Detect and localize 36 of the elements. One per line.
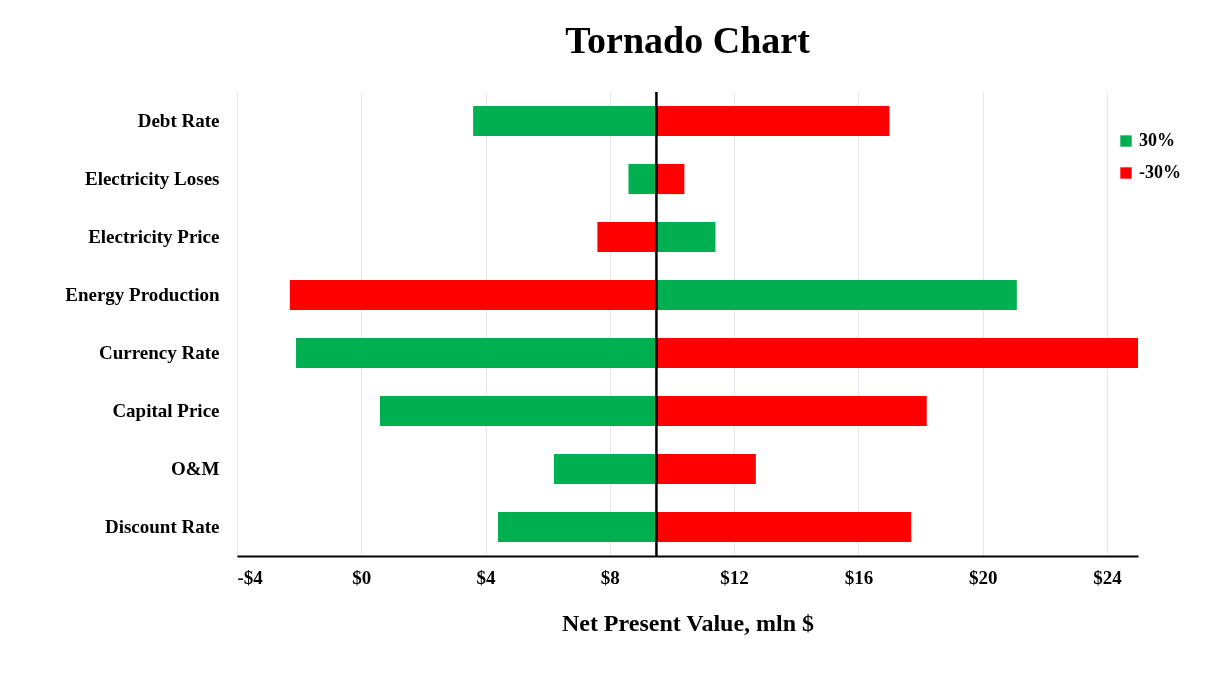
- y-tick-label: Currency Rate: [99, 342, 220, 363]
- bar: [296, 337, 657, 369]
- bar: [656, 511, 912, 543]
- bar: [597, 221, 657, 253]
- bar: [656, 279, 1017, 311]
- bar: [656, 395, 927, 427]
- bar: [553, 453, 657, 485]
- x-axis-title: Net Present Value, mln $: [561, 609, 815, 636]
- x-tick-label: $0: [352, 566, 372, 588]
- bar: [289, 279, 657, 311]
- bar: [473, 105, 657, 137]
- bar: [656, 163, 685, 195]
- bar: [656, 105, 890, 137]
- x-tick-label: $20: [968, 566, 998, 588]
- bar: [656, 337, 1138, 369]
- x-tick-label: $8: [600, 566, 620, 588]
- y-tick-label: Electricity Price: [88, 226, 220, 247]
- y-tick-label: Capital Price: [112, 400, 220, 421]
- bar: [497, 511, 657, 543]
- x-tick-label: -$4: [237, 566, 264, 588]
- y-tick-label: Electricity Loses: [84, 168, 220, 189]
- y-tick-label: Discount Rate: [104, 516, 220, 537]
- bar: [628, 163, 657, 195]
- bar: [379, 395, 657, 427]
- chart-title: Tornado Chart: [565, 18, 811, 61]
- y-tick-label: Energy Production: [65, 284, 220, 305]
- y-tick-label: Debt Rate: [137, 110, 220, 131]
- legend-label: -30%: [1139, 162, 1181, 182]
- x-tick-label: $16: [844, 566, 874, 588]
- y-tick-label: O&M: [170, 458, 220, 479]
- bar: [656, 453, 756, 485]
- legend-label: 30%: [1139, 130, 1175, 150]
- x-tick-label: $24: [1093, 566, 1123, 588]
- x-tick-label: $4: [476, 566, 497, 588]
- bar: [656, 221, 716, 253]
- x-tick-label: $12: [720, 566, 749, 588]
